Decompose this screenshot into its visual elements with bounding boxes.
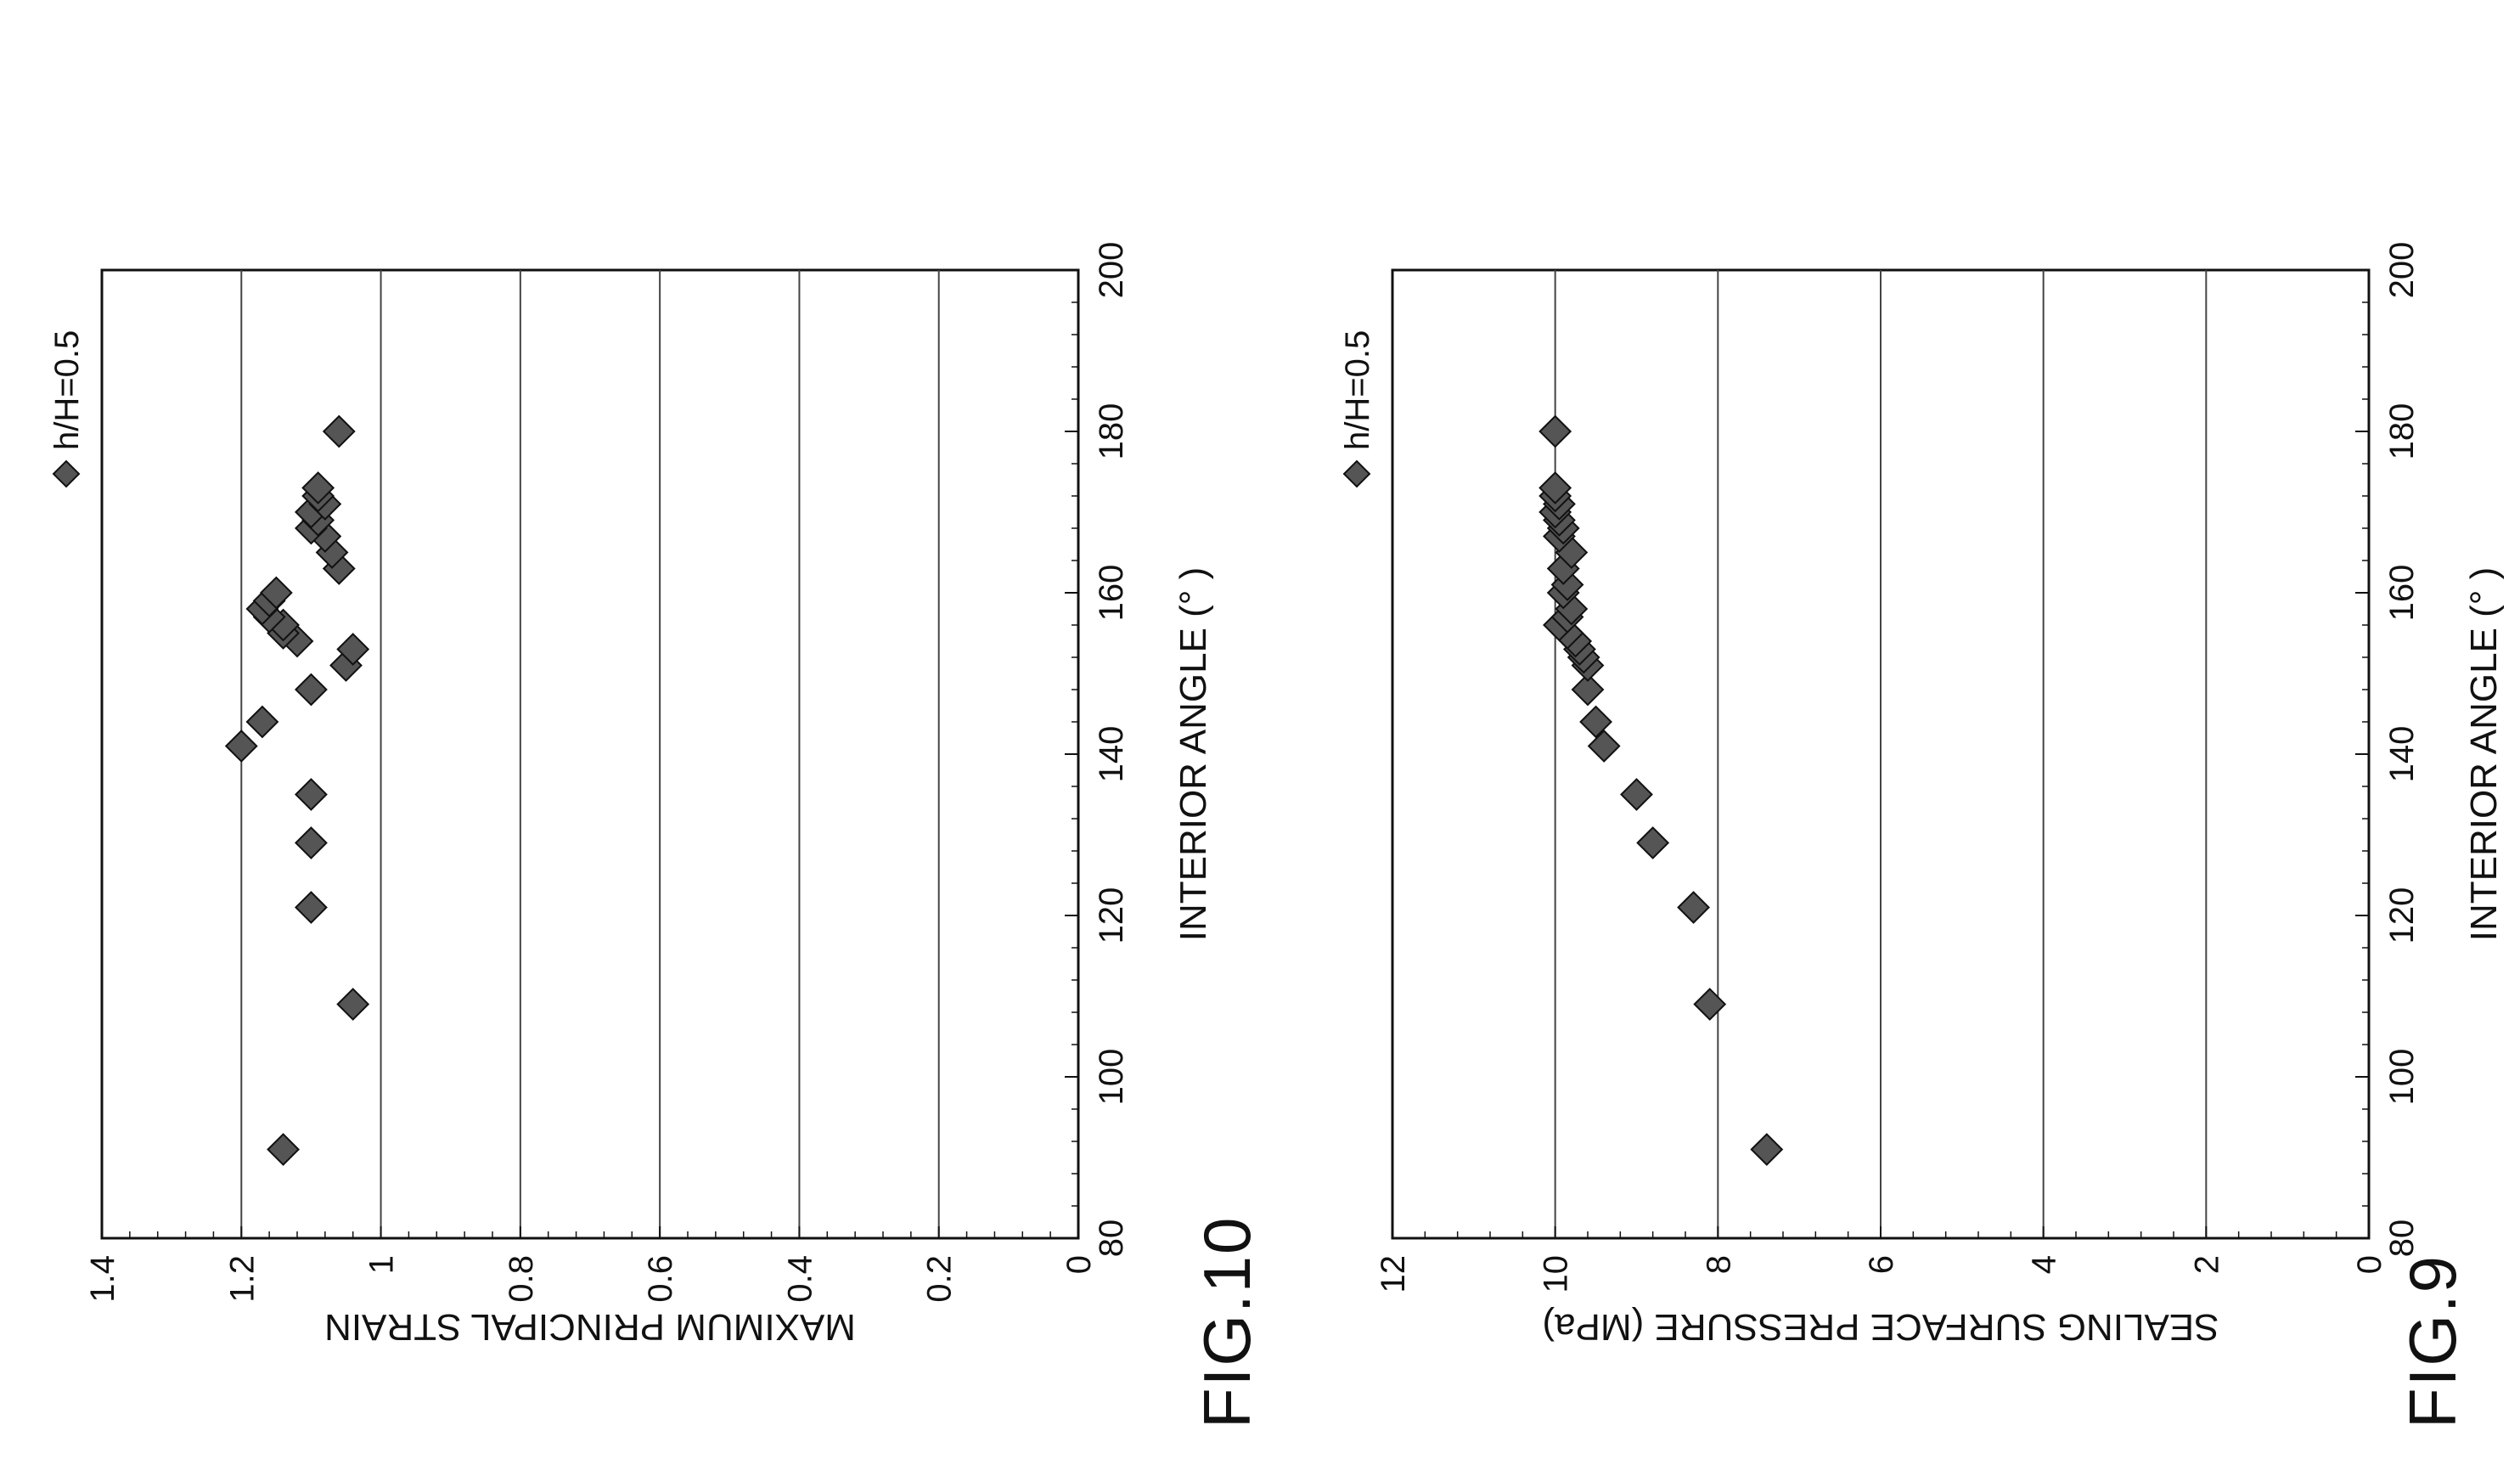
data-point xyxy=(1579,705,1612,739)
y-axis-label: SEALING SURFACE PRESSURE (MPa) xyxy=(1542,1306,2219,1348)
data-point xyxy=(322,414,356,448)
x-axis-label: INTERIOR ANGLE (° ) xyxy=(2463,567,2505,942)
y-tick-label: 10 xyxy=(1538,1255,1575,1293)
y-tick-label: 0.2 xyxy=(921,1255,959,1303)
x-tick-label: 100 xyxy=(2383,1049,2421,1106)
legend-marker xyxy=(1342,459,1371,488)
y-tick-label: 0 xyxy=(2351,1255,2388,1274)
data-point xyxy=(1693,988,1727,1021)
x-tick-label: 140 xyxy=(2383,726,2421,783)
x-tick-label: 200 xyxy=(2383,242,2421,299)
y-tick-label: 1.4 xyxy=(84,1255,121,1303)
x-tick-label: 160 xyxy=(1093,565,1130,622)
data-point xyxy=(1620,778,1653,811)
data-point xyxy=(224,730,258,763)
data-point xyxy=(295,778,328,811)
x-tick-label: 180 xyxy=(1093,403,1130,460)
data-point xyxy=(1677,891,1710,924)
y-tick-label: 4 xyxy=(2026,1255,2063,1274)
y-tick-label: 0.6 xyxy=(642,1255,679,1303)
x-tick-label: 200 xyxy=(1093,242,1130,299)
y-tick-label: 0.4 xyxy=(781,1255,818,1303)
y-axis-label: MAXIMUM PRINCIPAL STRAIN xyxy=(324,1306,856,1348)
data-point xyxy=(336,633,370,666)
data-point xyxy=(336,988,370,1021)
data-point xyxy=(1750,1133,1784,1166)
y-tick-label: 0 xyxy=(1060,1255,1098,1274)
data-point xyxy=(259,576,293,610)
x-tick-label: 120 xyxy=(2383,887,2421,944)
x-tick-label: 140 xyxy=(1093,726,1130,783)
y-tick-label: 1.2 xyxy=(223,1255,261,1303)
x-tick-label: 160 xyxy=(2383,565,2421,622)
data-point xyxy=(1571,673,1605,707)
sealing-pressure-chart: 0 2 4 6 8 10 12 80 100 120 140 160 180 200 INTERIOR AN… xyxy=(1339,242,2505,1348)
legend-label: h/H=0.5 xyxy=(1339,330,1376,450)
x-tick-label: 100 xyxy=(1093,1049,1130,1106)
y-tick-label: 12 xyxy=(1375,1255,1412,1293)
principal-strain-chart: 0 0.2 0.4 0.6 0.8 1 1.2 1.4 80 100 120 140 160 180 200… xyxy=(48,242,1214,1348)
x-tick-label: 120 xyxy=(1093,887,1130,944)
data-point xyxy=(267,1133,300,1166)
y-tick-label: 1 xyxy=(363,1255,401,1274)
y-tick-label: 0.8 xyxy=(503,1255,540,1303)
y-tick-label: 2 xyxy=(2188,1255,2225,1274)
data-point xyxy=(295,673,328,707)
legend-label: h/H=0.5 xyxy=(48,330,86,450)
legend-marker xyxy=(52,459,81,488)
data-point xyxy=(1538,471,1572,504)
data-point xyxy=(295,891,328,924)
data-point xyxy=(301,471,335,504)
data-point xyxy=(295,826,328,859)
x-tick-label: 80 xyxy=(2383,1220,2421,1258)
data-point xyxy=(1538,414,1572,448)
x-tick-label: 180 xyxy=(2383,403,2421,460)
y-tick-label: 8 xyxy=(1700,1255,1737,1274)
data-point xyxy=(1636,826,1670,859)
x-axis-label: INTERIOR ANGLE (° ) xyxy=(1173,567,1214,942)
x-tick-label: 80 xyxy=(1093,1220,1130,1258)
data-point xyxy=(1587,730,1621,763)
data-point xyxy=(245,705,279,739)
y-tick-label: 6 xyxy=(1863,1255,1900,1274)
